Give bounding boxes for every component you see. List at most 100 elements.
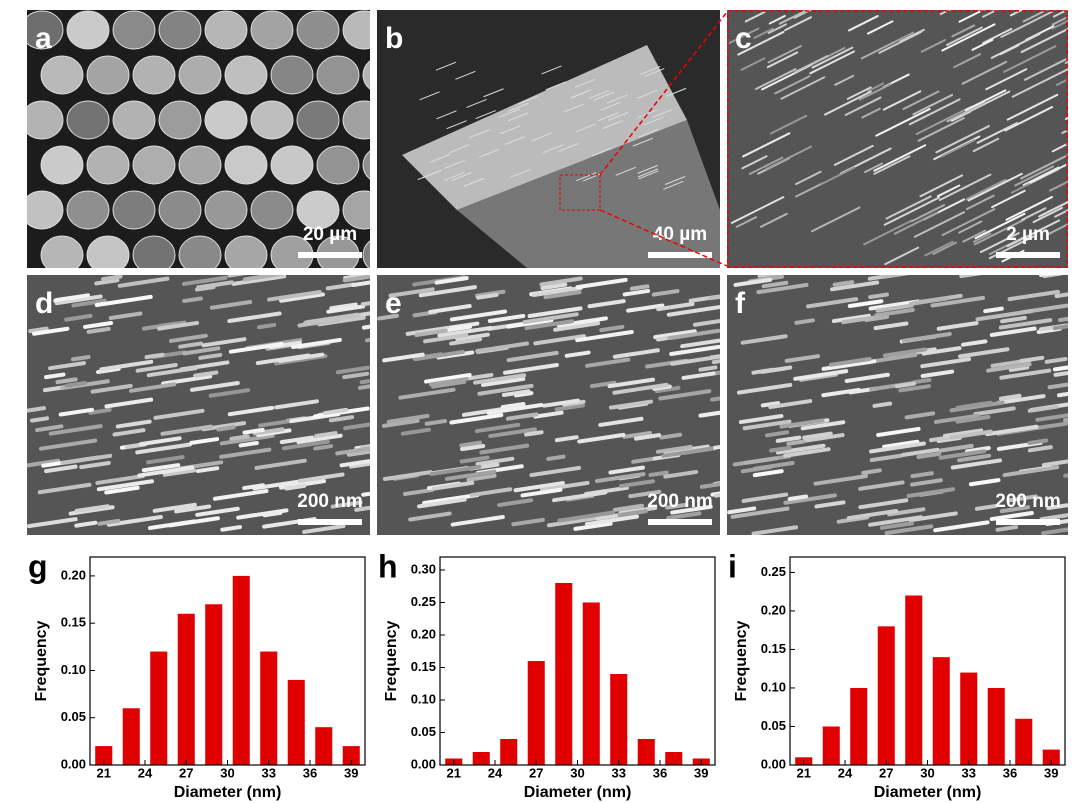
fibril [814,500,846,509]
fibril [255,353,311,366]
fibril [869,453,904,463]
fiber [86,145,130,185]
image-content [727,10,1068,268]
fibril [146,366,198,378]
fibril [274,399,319,410]
fibril [658,389,712,401]
fibril [730,196,785,224]
fibril [53,293,90,303]
fibril [740,334,788,345]
fibril [965,194,995,211]
fibril [32,326,70,336]
fibril [1014,165,1055,187]
fibril [612,503,644,512]
fibril [1049,180,1068,192]
fibril [737,30,785,56]
fibril [882,347,928,358]
fibril [357,384,370,390]
fibril [546,515,602,528]
texture [507,112,529,122]
fibril [910,471,934,479]
fibril [219,447,272,459]
panel-label: g [28,548,48,584]
fibril [866,20,894,35]
fibril [219,433,275,446]
fibril [811,46,854,69]
fibril [908,511,958,523]
fibril [314,431,338,438]
zoom-line [599,11,728,176]
bar [850,687,868,765]
fibril [1027,438,1049,446]
fibril [474,422,521,434]
texture [499,125,521,135]
bar [232,575,250,765]
y-axis-label: Frequency [383,620,400,701]
fibril [189,380,240,392]
bar [877,626,895,765]
fibril [437,325,493,338]
fibril [887,507,926,517]
fibril [961,339,988,347]
fiber [270,145,314,185]
fiber [112,10,156,50]
fibril [915,105,973,136]
fibril [898,384,931,393]
panel-label: b [385,22,403,55]
fibril [622,288,651,297]
fibril [972,232,992,243]
fibril [692,318,720,327]
fibril [220,525,242,532]
fiber [204,100,248,140]
fibril [101,275,123,282]
fibril [44,464,78,474]
texture [615,166,636,176]
fibril [955,415,991,424]
fibril [168,516,220,528]
fibril [162,468,197,477]
plot-frame [439,556,716,766]
fibril [617,509,648,518]
fibril [174,504,212,514]
fibril [990,33,1041,59]
fiber [204,10,248,50]
fibril [476,292,499,300]
fibril [1038,275,1055,278]
image-content [377,275,720,535]
texture [600,101,621,111]
fibril [48,424,103,436]
bar [287,679,305,765]
fibril [633,433,662,441]
fiber [86,235,130,268]
fibril [475,341,529,354]
fibril [227,311,282,324]
fibril [612,382,669,395]
fibril [765,145,813,171]
fibril [751,525,799,535]
texture [574,78,596,88]
fibril [950,458,1002,470]
fibril [999,368,1052,380]
texture [429,153,451,163]
fibril [834,74,855,86]
fibril [99,359,154,372]
x-tick-label: 27 [879,765,893,780]
texture [640,65,661,75]
fibril [707,294,720,301]
fibril [727,27,760,46]
fibril [554,435,579,443]
fibril [181,275,228,286]
fibril [106,514,163,527]
scale-label: 200 nm [995,491,1060,512]
fibril [524,319,575,331]
fibril [714,493,720,498]
fibril [919,174,964,198]
fibril [354,505,370,512]
fiber [27,10,64,50]
fibril [343,275,370,280]
x-tick-label: 36 [303,765,317,780]
bar [905,595,923,765]
fibril [1007,494,1038,503]
fibril [377,313,399,321]
fibril [291,337,342,349]
